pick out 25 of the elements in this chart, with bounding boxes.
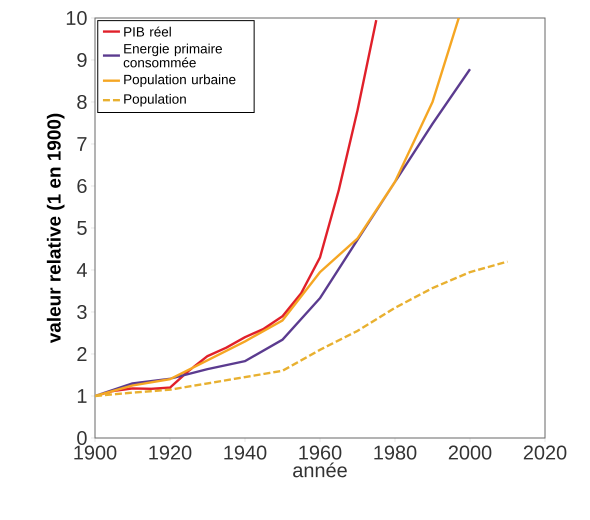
x-axis-title: année: [293, 462, 347, 478]
y-tick-label: 4: [76, 263, 87, 277]
x-tick-label: 1900: [74, 446, 116, 460]
y-tick-label: 3: [77, 304, 87, 320]
y-tick-label: 2: [77, 347, 86, 361]
legend-label: Population urbaine: [124, 74, 236, 87]
legend-label: Population: [124, 94, 186, 106]
y-tick-label: 10: [66, 10, 87, 26]
x-tick-label: 2000: [448, 446, 492, 460]
y-tick-label: 5: [77, 221, 87, 235]
legend-label: PIB réel: [124, 26, 171, 37]
x-tick-label: 1960: [299, 446, 342, 460]
x-tick-label: 2020: [524, 446, 566, 460]
y-axis-title: valeur relative (1 en 1900): [46, 114, 64, 344]
line-series: [95, 18, 460, 398]
y-tick-label: 1: [78, 389, 87, 403]
y-tick-label: 9: [77, 52, 87, 68]
legend-label: Energie primaire consommée: [124, 44, 222, 68]
x-tick-label: 1920: [149, 446, 192, 460]
y-tick-label: 7: [77, 137, 86, 151]
x-tick-label: 1940: [224, 446, 266, 460]
x-tick-label: 1980: [374, 446, 416, 460]
y-tick-label: 0: [77, 430, 87, 446]
y-tick-label: 8: [77, 94, 87, 110]
y-tick-label: 6: [77, 178, 87, 194]
